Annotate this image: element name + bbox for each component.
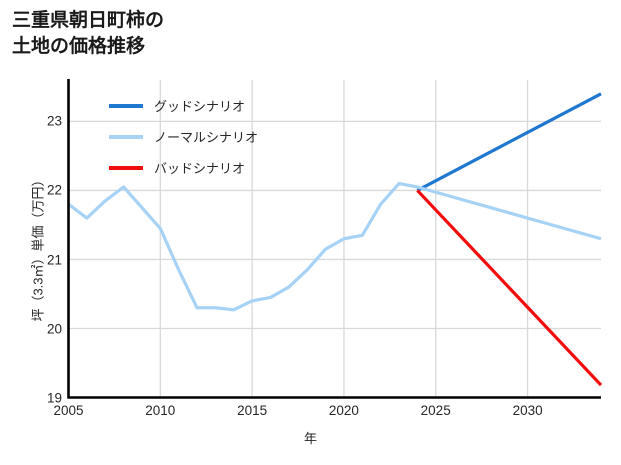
x-tick-label: 2025 — [420, 402, 451, 418]
legend-label: グッドシナリオ — [154, 99, 246, 114]
y-tick-label: 20 — [46, 321, 62, 336]
y-tick-label: 19 — [46, 390, 62, 405]
y-tick-label: 21 — [46, 252, 62, 267]
series-line — [416, 92, 602, 192]
y-axis-label: 坪（3.3㎡）単価（万円） — [30, 173, 46, 322]
x-tick-label: 2005 — [53, 402, 84, 418]
y-tick-label: 22 — [46, 182, 62, 198]
x-axis-label: 年 — [303, 431, 317, 446]
x-tick-label: 2030 — [512, 402, 543, 418]
legend-label: バッドシナリオ — [154, 161, 246, 176]
legend-swatch — [109, 166, 143, 170]
legend-label: ノーマルシナリオ — [154, 130, 259, 145]
legend-swatch — [109, 135, 143, 139]
x-tick-label: 2015 — [237, 402, 268, 418]
series-line — [67, 181, 602, 312]
chart-title-line-2: 土地の価格推移 — [12, 35, 146, 57]
series-line — [416, 189, 603, 387]
chart-title-line-1: 三重県朝日町柿の — [12, 10, 165, 31]
y-tick-label: 23 — [46, 113, 62, 129]
legend-swatch — [109, 104, 143, 108]
x-tick-label: 2010 — [145, 402, 176, 418]
x-tick-label: 2020 — [328, 402, 359, 418]
chart-title: 三重県朝日町柿の 土地の価格推移 — [12, 8, 164, 59]
